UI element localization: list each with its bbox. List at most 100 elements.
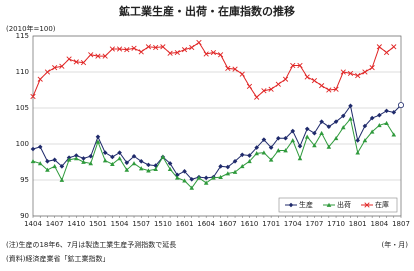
point	[297, 156, 303, 161]
point	[102, 150, 108, 155]
point	[275, 81, 281, 87]
point	[160, 44, 166, 50]
point	[319, 119, 324, 124]
point	[391, 44, 397, 50]
x-tick-label: 1710	[327, 220, 345, 228]
point	[347, 70, 354, 77]
plot-frame	[32, 35, 402, 217]
x-tick-label: 1410	[67, 220, 85, 228]
point	[304, 74, 310, 80]
x-tick-label: 1601	[176, 220, 194, 228]
point	[189, 44, 195, 51]
x-tick-label: 1704	[284, 220, 302, 228]
point	[340, 113, 346, 119]
point	[160, 154, 166, 159]
x-tick-label: 1504	[111, 220, 129, 228]
x-axis-label: (年・月)	[382, 240, 409, 249]
x-tick-label: 1404	[24, 220, 42, 228]
point	[102, 53, 108, 59]
point	[391, 132, 397, 137]
point	[88, 153, 94, 159]
point	[268, 145, 274, 150]
point	[276, 135, 281, 141]
point	[391, 110, 397, 115]
point	[232, 158, 238, 164]
point	[44, 69, 51, 75]
y-tick-label: 95	[20, 176, 29, 184]
x-tick-label: 1507	[132, 220, 150, 228]
point	[167, 161, 173, 166]
point	[319, 83, 325, 89]
point	[45, 167, 50, 172]
point	[189, 185, 195, 190]
point	[232, 169, 238, 174]
point	[52, 157, 57, 163]
point	[218, 164, 223, 169]
point	[109, 46, 115, 52]
point	[362, 123, 368, 129]
point	[73, 156, 79, 161]
x-tick-label: 1607	[219, 220, 237, 228]
point	[326, 144, 332, 149]
x-tick-label: 1610	[241, 220, 259, 228]
x-tick-label: 1701	[262, 220, 280, 228]
point	[203, 51, 209, 57]
point	[30, 146, 36, 152]
y-axis-label: (2010年=100)	[6, 24, 56, 33]
point	[52, 164, 57, 169]
point	[30, 93, 36, 100]
point	[377, 122, 382, 128]
point	[210, 49, 217, 56]
x-tick-label: 1510	[154, 220, 172, 228]
point	[181, 47, 188, 53]
point	[59, 177, 65, 182]
point	[146, 162, 151, 168]
point	[182, 178, 187, 183]
point	[66, 157, 72, 162]
point	[340, 69, 346, 75]
point	[254, 151, 259, 156]
point	[110, 154, 115, 160]
point	[348, 116, 353, 121]
point	[117, 156, 122, 161]
point	[276, 148, 281, 153]
point	[355, 150, 361, 155]
point	[268, 157, 274, 162]
point	[73, 153, 79, 158]
point	[81, 156, 86, 161]
point	[59, 63, 65, 69]
x-tick-label: 1807	[392, 220, 410, 228]
point	[37, 161, 43, 166]
point	[290, 62, 296, 69]
point	[369, 115, 375, 121]
point	[333, 119, 339, 124]
legend-box	[278, 197, 398, 213]
point	[225, 65, 231, 72]
point	[153, 166, 158, 172]
point	[95, 139, 101, 144]
point	[377, 112, 382, 118]
point	[167, 50, 173, 56]
point	[261, 137, 267, 142]
y-tick-label: 115	[16, 32, 29, 40]
point	[153, 44, 159, 51]
point	[37, 144, 43, 150]
point	[254, 145, 259, 150]
point	[376, 44, 382, 50]
point	[312, 143, 317, 148]
point	[81, 159, 86, 164]
point	[304, 126, 310, 132]
point	[254, 94, 260, 100]
point	[196, 39, 202, 46]
legend-label: 在庫	[375, 200, 389, 209]
point	[283, 148, 288, 153]
point	[110, 161, 115, 166]
y-tick-label: 100	[16, 140, 29, 148]
point	[333, 86, 339, 92]
point	[124, 160, 130, 166]
point	[247, 153, 252, 158]
point	[384, 120, 389, 125]
y-tick-label: 90	[20, 212, 29, 220]
